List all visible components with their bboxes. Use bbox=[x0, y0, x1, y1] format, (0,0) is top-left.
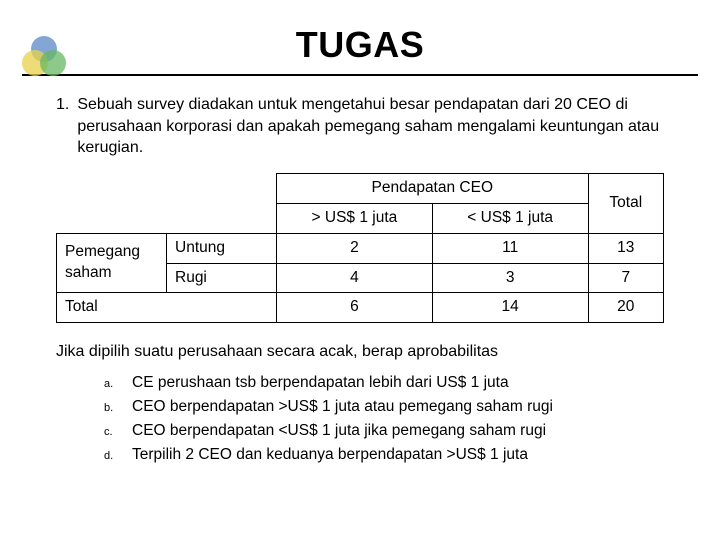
option-a: a. CE perushaan tsb berpendapatan lebih … bbox=[104, 373, 664, 394]
table-stub-blank bbox=[57, 173, 277, 203]
col-a-header: > US$ 1 juta bbox=[277, 203, 433, 233]
option-text: Terpilih 2 CEO dan keduanya berpendapata… bbox=[132, 445, 528, 466]
table-stub-blank2 bbox=[57, 203, 277, 233]
col-group-header: Pendapatan CEO bbox=[277, 173, 589, 203]
option-c: c. CEO berpendapatan <US$ 1 juta jika pe… bbox=[104, 421, 664, 442]
option-d: d. Terpilih 2 CEO dan keduanya berpendap… bbox=[104, 445, 664, 466]
option-text: CE perushaan tsb berpendapatan lebih dar… bbox=[132, 373, 509, 394]
row-1-a: 4 bbox=[277, 263, 433, 293]
option-b: b. CEO berpendapatan >US$ 1 juta atau pe… bbox=[104, 397, 664, 418]
option-label: c. bbox=[104, 425, 118, 440]
question-text: Sebuah survey diadakan untuk mengetahui … bbox=[77, 94, 664, 159]
total-b: 14 bbox=[432, 293, 588, 323]
col-b-header: < US$ 1 juta bbox=[432, 203, 588, 233]
total-a: 6 bbox=[277, 293, 433, 323]
total-label: Total bbox=[57, 293, 277, 323]
row-0-t: 13 bbox=[588, 233, 663, 263]
row-1-t: 7 bbox=[588, 263, 663, 293]
page-title: TUGAS bbox=[0, 0, 720, 66]
data-table: Pendapatan CEO Total > US$ 1 juta < US$ … bbox=[56, 173, 664, 324]
options-list: a. CE perushaan tsb berpendapatan lebih … bbox=[104, 373, 664, 466]
col-total-header: Total bbox=[588, 173, 663, 233]
row-group-header: Pemegang saham bbox=[57, 233, 167, 293]
subquestion-text: Jika dipilih suatu perusahaan secara aca… bbox=[56, 341, 664, 363]
question-number: 1. bbox=[56, 94, 69, 159]
option-text: CEO berpendapatan >US$ 1 juta atau pemeg… bbox=[132, 397, 553, 418]
question-1: 1. Sebuah survey diadakan untuk mengetah… bbox=[56, 94, 664, 159]
total-t: 20 bbox=[588, 293, 663, 323]
row-0-label: Untung bbox=[167, 233, 277, 263]
option-text: CEO berpendapatan <US$ 1 juta jika pemeg… bbox=[132, 421, 546, 442]
option-label: b. bbox=[104, 401, 118, 416]
row-0-b: 11 bbox=[432, 233, 588, 263]
logo-circles bbox=[22, 36, 66, 80]
row-1-label: Rugi bbox=[167, 263, 277, 293]
slide-content: 1. Sebuah survey diadakan untuk mengetah… bbox=[0, 76, 720, 466]
row-0-a: 2 bbox=[277, 233, 433, 263]
option-label: d. bbox=[104, 449, 118, 464]
row-1-b: 3 bbox=[432, 263, 588, 293]
option-label: a. bbox=[104, 377, 118, 392]
